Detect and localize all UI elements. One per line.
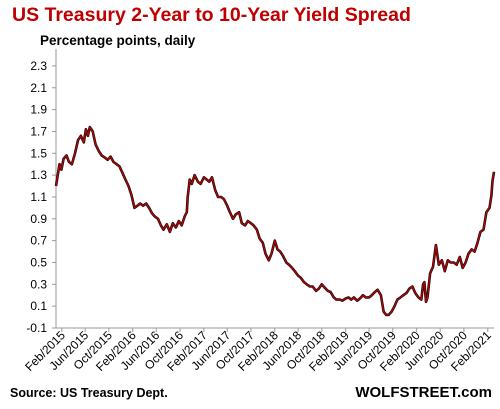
series-line: [55, 126, 495, 316]
y-tick-label: 1.9: [30, 103, 47, 117]
y-tick-label: 2.1: [30, 81, 47, 95]
y-tick-label: 2.3: [30, 59, 47, 73]
y-axis: -0.1 0.1 0.3 0.5 0.7 0.9 1.1 1.3 1.5 1.7 1.9 2.1 2.3: [26, 49, 57, 335]
y-tick-label: 1.5: [30, 146, 47, 160]
y-tick-label: 0.7: [30, 234, 47, 248]
x-axis: Feb/2015Jun/2015Oct/2015Feb/2016Jun/2016…: [22, 327, 494, 374]
y-tick-label: -0.1: [26, 321, 47, 335]
chart-subtitle: Percentage points, daily: [40, 33, 196, 48]
y-tick-label: 1.1: [30, 190, 47, 204]
y-tick-label: 0.9: [30, 212, 47, 226]
y-tick-label: 0.1: [30, 299, 47, 313]
y-tick-label: 1.3: [30, 168, 47, 182]
plot-area: [54, 125, 496, 317]
y-tick-label: 0.5: [30, 255, 47, 269]
chart-title: US Treasury 2-Year to 10-Year Yield Spre…: [12, 4, 411, 26]
brand-logo: WOLFSTREET.com: [355, 384, 492, 401]
source-note: Source: US Treasury Dept.: [10, 386, 168, 400]
y-tick-label: 0.3: [30, 277, 47, 291]
y-tick-label: 1.7: [30, 124, 47, 138]
